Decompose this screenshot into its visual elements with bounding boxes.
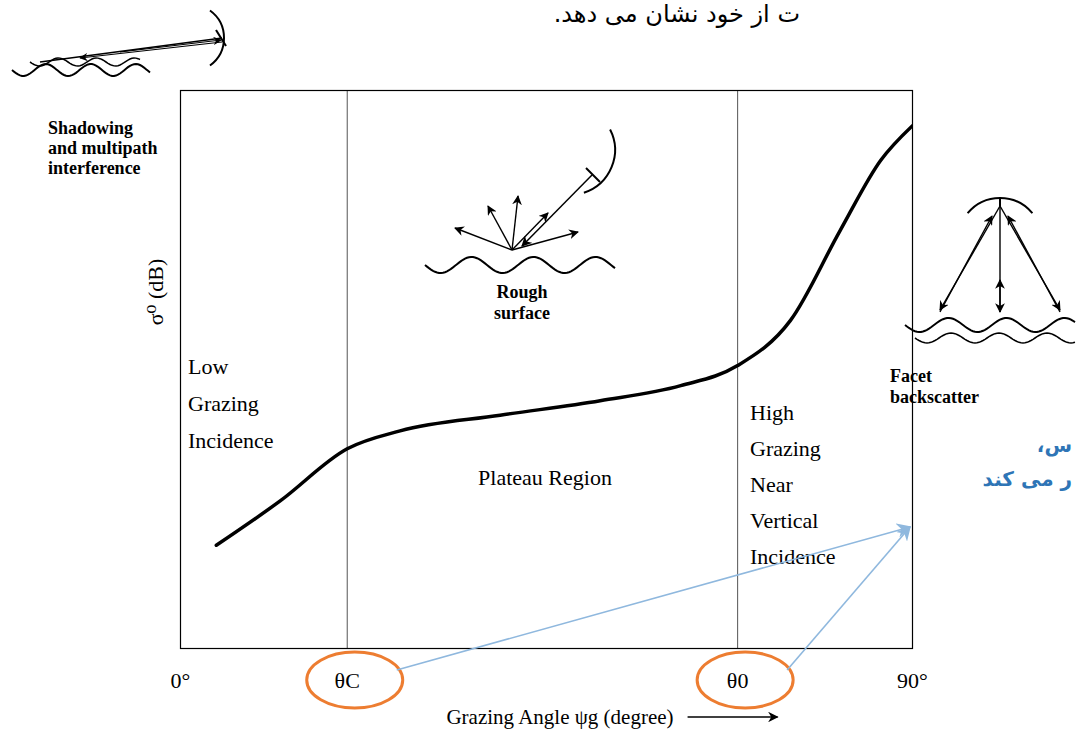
svg-text:LowGrazingIncidence: LowGrazingIncidence xyxy=(188,354,274,453)
svg-text:Shadowingand multipathinterfer: Shadowingand multipathinterference xyxy=(48,118,158,178)
svg-text:Roughsurface: Roughsurface xyxy=(494,282,550,323)
svg-text:θC: θC xyxy=(335,668,360,693)
svg-text:θ0: θ0 xyxy=(727,668,749,693)
svg-text:σ⁰ (dB): σ⁰ (dB) xyxy=(143,259,168,326)
svg-text:س،: س، xyxy=(1037,433,1072,457)
svg-text:Grazing Angle ψg (degree): Grazing Angle ψg (degree) xyxy=(446,705,673,729)
svg-text:HighGrazingNearVerticalInciden: HighGrazingNearVerticalIncidence xyxy=(750,400,836,569)
svg-text:ر می کند: ر می کند xyxy=(983,467,1072,491)
svg-text:Facetbackscatter: Facetbackscatter xyxy=(890,366,979,407)
svg-text:0°: 0° xyxy=(171,668,191,693)
svg-text:90°: 90° xyxy=(897,668,928,693)
svg-text:ت از خود نشان می دهد.: ت از خود نشان می دهد. xyxy=(554,0,800,28)
svg-text:Plateau Region: Plateau Region xyxy=(478,465,612,490)
